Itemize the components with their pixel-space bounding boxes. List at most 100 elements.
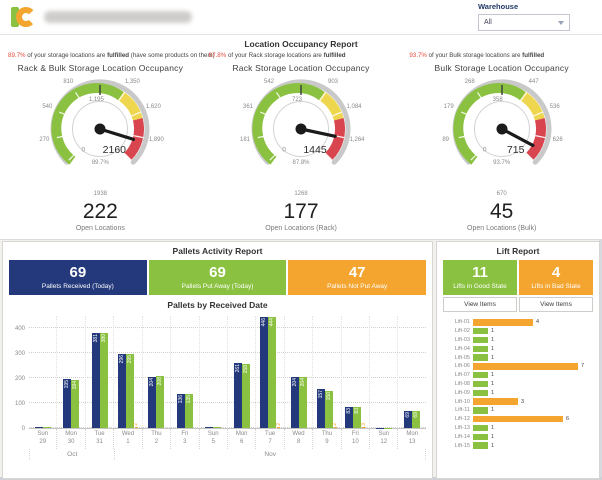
lift-bar[interactable] — [473, 389, 488, 397]
bar-received[interactable]: 261 — [233, 362, 242, 428]
bar-value-label: 258 — [242, 364, 249, 373]
bar-value-label: 136 — [177, 395, 184, 404]
lift-bar[interactable] — [473, 398, 518, 405]
lifts-good-value: 11 — [472, 264, 488, 281]
lifts-bad-value: 4 — [551, 264, 561, 281]
gauge-subtitle: 93.7% of your Bulk storage locations are… — [409, 52, 545, 59]
lift-bar[interactable] — [473, 354, 488, 361]
logo-redacted-text — [44, 11, 192, 23]
bar-not-put-away[interactable]: 3 — [361, 423, 367, 428]
lift-bar[interactable] — [473, 424, 488, 432]
bar-put-away[interactable] — [42, 426, 51, 428]
bar-received[interactable]: 296 — [117, 354, 126, 428]
lift-bar-track: 6 — [473, 415, 591, 423]
lift-bar[interactable] — [473, 319, 533, 326]
pallets-put-away-label: Pallets Put Away (Today) — [181, 283, 254, 290]
bar-group — [198, 316, 227, 428]
bar-put-away[interactable]: 69 — [412, 410, 421, 428]
pallets-bar-chart: 0 100 200 300 400 195 194 381 380 296 295 2 204 208 1… — [7, 316, 426, 460]
bar-received[interactable] — [34, 426, 43, 428]
bar-not-put-away[interactable]: 2 — [276, 423, 282, 428]
lift-value-label: 1 — [491, 433, 495, 440]
gauge-percent-label: 89.7% — [91, 160, 109, 166]
lift-name-label: Lift-11 — [455, 407, 470, 414]
x-axis-category-label: Sun 12 — [369, 429, 397, 449]
bar-received[interactable]: 195 — [63, 379, 72, 428]
lift-bar[interactable] — [473, 327, 488, 335]
lift-bar[interactable] — [473, 380, 488, 388]
bar-value-label: 208 — [157, 377, 164, 386]
bar-put-away[interactable]: 380 — [99, 333, 108, 428]
bar-put-away[interactable]: 150 — [324, 390, 333, 428]
bar-received[interactable]: 204 — [148, 377, 157, 428]
gauge-title: Rack Storage Location Occupancy — [232, 63, 370, 73]
gauge-callout-value: 670 — [496, 191, 507, 197]
warehouse-select[interactable]: All — [478, 14, 570, 31]
bar-put-away[interactable]: 204 — [298, 377, 307, 428]
lift-bar[interactable] — [473, 371, 488, 379]
bar-received[interactable] — [205, 427, 214, 428]
pallets-chart-month-axis: Oct Nov — [29, 449, 426, 460]
bar-put-away[interactable] — [383, 427, 392, 428]
bar-received[interactable]: 69 — [404, 410, 413, 428]
view-items-good-button[interactable]: View Items — [443, 297, 517, 312]
bar-not-put-away[interactable]: 2 — [332, 423, 338, 428]
lift-value-label: 1 — [491, 372, 495, 379]
lift-report-panel: Lift Report 11 Lifts in Good State 4 Lif… — [436, 241, 600, 479]
lift-value-label: 1 — [491, 345, 495, 352]
lift-bar-track: 1 — [473, 336, 591, 344]
bar-received[interactable]: 204 — [290, 377, 299, 428]
bar-put-away[interactable]: 194 — [71, 379, 80, 428]
lift-bar[interactable] — [473, 363, 578, 370]
lifts-bad-card: 4 Lifts in Bad State — [519, 260, 593, 295]
pallets-put-away-card: 69 Pallets Put Away (Today) — [148, 260, 287, 295]
lift-bar[interactable] — [473, 336, 488, 344]
bar-put-away[interactable]: 135 — [184, 394, 193, 428]
lifts-bad-label: Lifts in Bad State — [531, 283, 581, 290]
lift-value-label: 1 — [491, 442, 495, 449]
month-group-label: Nov — [114, 449, 426, 460]
bar-put-away[interactable]: 444 — [268, 317, 277, 428]
gauge-tick-label: 1,264 — [349, 137, 365, 143]
occupancy-title: Location Occupancy Report — [244, 39, 358, 49]
x-axis-category-label: Sun 29 — [37, 431, 49, 445]
pallets-not-put-away-value: 47 — [348, 264, 366, 281]
bar-put-away[interactable]: 258 — [241, 363, 250, 428]
gauge-center-value: 2160 — [102, 144, 127, 156]
pallets-panel-title: Pallets Activity Report — [172, 246, 263, 256]
gauge-dial — [452, 79, 552, 165]
bar-received[interactable]: 157 — [316, 388, 325, 428]
bar-put-away[interactable]: 295 — [125, 354, 134, 428]
bar-received[interactable]: 83 — [345, 407, 354, 428]
bar-not-put-away[interactable]: 2 — [133, 423, 139, 428]
gauge-tick-label: 810 — [63, 79, 74, 85]
lift-bar[interactable] — [473, 433, 488, 440]
bar-put-away[interactable] — [213, 427, 222, 428]
warehouse-filter: Warehouse All — [478, 2, 570, 31]
gauge-min-label: 0 — [81, 146, 86, 154]
view-items-bad-button[interactable]: View Items — [519, 297, 593, 312]
lift-name-label: Lift-12 — [454, 416, 470, 423]
lift-bar[interactable] — [473, 415, 563, 423]
bar-received[interactable]: 381 — [91, 332, 100, 428]
lift-bar[interactable] — [473, 442, 488, 449]
bar-value-label-orange: 2 — [275, 422, 282, 426]
bar-value-label: 83 — [354, 408, 361, 414]
lift-row: Lift-05 1 — [443, 353, 591, 362]
bar-put-away[interactable]: 208 — [156, 376, 165, 428]
bar-received[interactable]: 446 — [260, 316, 269, 428]
lift-bar[interactable] — [473, 345, 488, 353]
lift-name-label: Lift-01 — [454, 319, 470, 326]
bar-received[interactable]: 136 — [176, 394, 185, 428]
occupancy-gauge: 181 361 542 903 1,084 1,264 723 0 1445 87.8% 1268 — [221, 73, 381, 199]
warehouse-label: Warehouse — [478, 2, 519, 11]
bar-group — [369, 316, 397, 428]
bar-put-away[interactable]: 83 — [353, 407, 362, 428]
bar-value-label-orange: 2 — [133, 422, 140, 426]
bar-value-label-orange: 2 — [332, 422, 339, 426]
lift-value-label: 1 — [491, 336, 495, 343]
bar-received[interactable] — [375, 427, 384, 428]
gauge-callout-value: 1268 — [294, 191, 308, 197]
gauge-column-rack-bulk: 89.7% of your storage locations are fulf… — [0, 51, 215, 232]
lift-bar[interactable] — [473, 407, 488, 414]
